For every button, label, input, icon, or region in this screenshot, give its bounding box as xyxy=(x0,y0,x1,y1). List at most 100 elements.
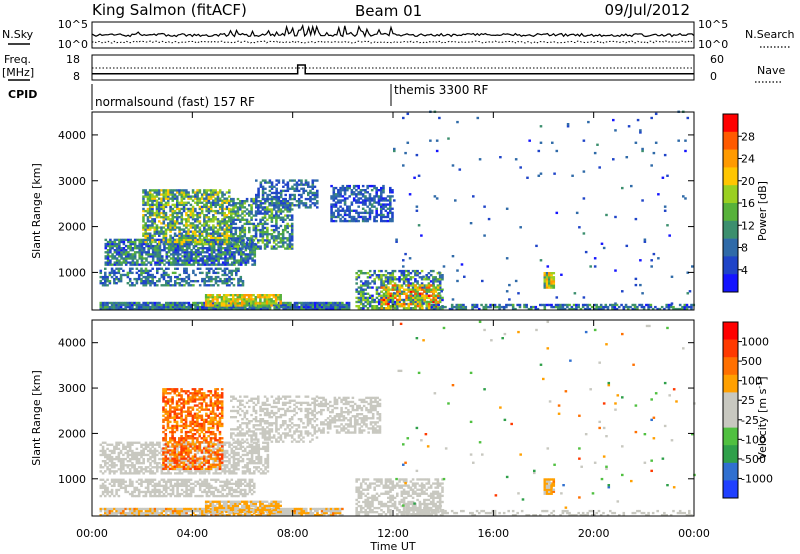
power-cell xyxy=(170,257,173,260)
power-cell xyxy=(180,214,184,217)
velocity-cell xyxy=(117,511,121,515)
power-cell xyxy=(241,245,244,248)
velocity-cell xyxy=(259,514,263,517)
power-cell xyxy=(336,301,340,305)
power-cell xyxy=(239,200,242,203)
power-cell xyxy=(239,233,242,236)
power-cell xyxy=(398,280,401,283)
power-cell xyxy=(126,303,130,307)
power-cell xyxy=(191,240,195,244)
power-cell xyxy=(191,209,195,213)
power-cell xyxy=(146,220,150,223)
velocity-cell xyxy=(101,490,105,494)
power-cell xyxy=(230,230,233,234)
power-cell xyxy=(131,307,134,311)
power-cell xyxy=(188,257,191,260)
power-cell xyxy=(101,301,105,305)
power-cell xyxy=(164,228,168,231)
power-cell xyxy=(212,232,215,235)
power-cell xyxy=(339,195,342,198)
power-cell xyxy=(432,292,435,295)
power-cell xyxy=(172,249,175,252)
power-cell xyxy=(113,269,116,273)
velocity-cell xyxy=(180,511,184,515)
power-cell xyxy=(380,209,383,212)
power-cell xyxy=(593,307,596,311)
power-cell xyxy=(237,280,240,283)
power-cell xyxy=(136,259,139,262)
power-cell xyxy=(405,296,408,300)
power-cell xyxy=(234,212,238,215)
power-cell xyxy=(384,219,388,223)
power-cell xyxy=(284,228,287,232)
power-cell xyxy=(259,228,262,232)
power-cell xyxy=(229,304,233,307)
velocity-cell xyxy=(261,502,264,505)
power-cell xyxy=(210,240,214,244)
velocity-cell xyxy=(135,488,139,492)
power-cell xyxy=(219,244,223,248)
power-cell xyxy=(138,242,141,246)
power-cell xyxy=(254,214,258,217)
power-cell xyxy=(436,280,440,283)
power-cell xyxy=(270,237,274,240)
velocity-cell xyxy=(234,500,237,503)
power-cell xyxy=(634,283,638,287)
power-cell xyxy=(111,242,114,246)
power-cell xyxy=(173,205,177,209)
velocity-cell xyxy=(284,514,288,517)
power-cell xyxy=(176,205,179,209)
power-cell xyxy=(176,259,180,262)
power-cell xyxy=(128,284,132,287)
power-cell xyxy=(223,232,226,235)
power-cell xyxy=(613,305,617,309)
velocity-cell xyxy=(131,484,134,488)
power-cell xyxy=(572,307,576,311)
power-cell xyxy=(189,307,193,311)
power-cell xyxy=(621,186,624,190)
power-cell xyxy=(405,276,408,279)
power-cell xyxy=(111,257,114,260)
power-cell xyxy=(412,300,415,304)
velocity-cell xyxy=(327,514,331,517)
power-cell xyxy=(438,116,441,120)
power-cell xyxy=(247,294,251,297)
power-cell xyxy=(559,303,562,307)
power-cell xyxy=(307,206,310,209)
velocity-cell xyxy=(273,514,276,517)
power-cell xyxy=(127,244,130,248)
power-cell xyxy=(357,305,361,308)
power-cell xyxy=(171,189,175,192)
power-cell xyxy=(650,164,653,167)
velocity-cell xyxy=(207,500,210,503)
power-cell xyxy=(122,249,126,252)
velocity-cell xyxy=(198,511,202,515)
power-cell xyxy=(281,200,285,203)
power-cell xyxy=(625,156,629,159)
power-cell xyxy=(237,240,241,244)
power-cell xyxy=(163,244,166,248)
power-cell xyxy=(232,220,235,223)
power-cell xyxy=(368,300,372,304)
velocity-cell xyxy=(336,509,340,513)
power-cell xyxy=(432,300,435,304)
power-cell xyxy=(270,195,274,199)
power-cell xyxy=(334,219,338,223)
power-cell xyxy=(153,226,157,229)
power-cell xyxy=(158,197,161,200)
power-cell xyxy=(232,300,235,303)
power-cell xyxy=(389,274,392,277)
velocity-cell xyxy=(265,500,269,503)
power-colorbar-swatch xyxy=(723,131,738,150)
power-cell xyxy=(250,212,253,215)
power-cell xyxy=(398,292,401,295)
power-cell xyxy=(393,292,396,295)
power-cell xyxy=(261,233,265,236)
power-cell xyxy=(391,191,394,194)
power-cell xyxy=(176,253,180,256)
power-cell xyxy=(160,207,163,211)
power-cell xyxy=(361,211,365,215)
power-cell xyxy=(212,226,215,229)
power-cell xyxy=(304,183,308,186)
power-cell xyxy=(403,288,406,291)
